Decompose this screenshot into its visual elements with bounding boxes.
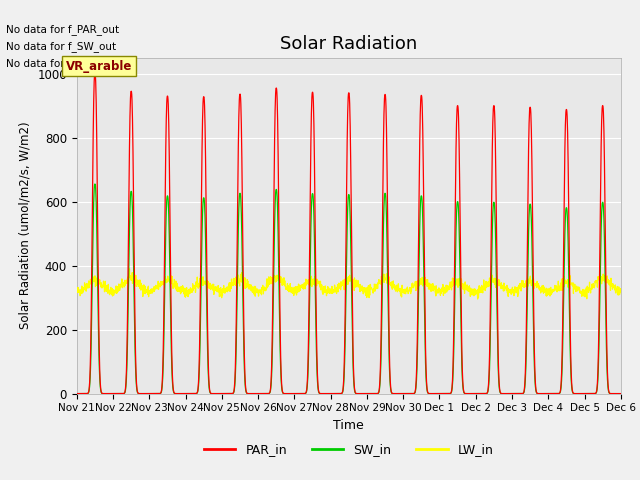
Text: No data for f_SW_out: No data for f_SW_out bbox=[6, 41, 116, 52]
X-axis label: Time: Time bbox=[333, 419, 364, 432]
Legend: PAR_in, SW_in, LW_in: PAR_in, SW_in, LW_in bbox=[199, 438, 499, 461]
Title: Solar Radiation: Solar Radiation bbox=[280, 35, 417, 53]
Y-axis label: Solar Radiation (umol/m2/s, W/m2): Solar Radiation (umol/m2/s, W/m2) bbox=[19, 122, 32, 329]
Text: No data for f_PAR_out: No data for f_PAR_out bbox=[6, 24, 120, 35]
Text: No data for f_LW_out: No data for f_LW_out bbox=[6, 58, 115, 69]
Text: VR_arable: VR_arable bbox=[66, 60, 132, 73]
